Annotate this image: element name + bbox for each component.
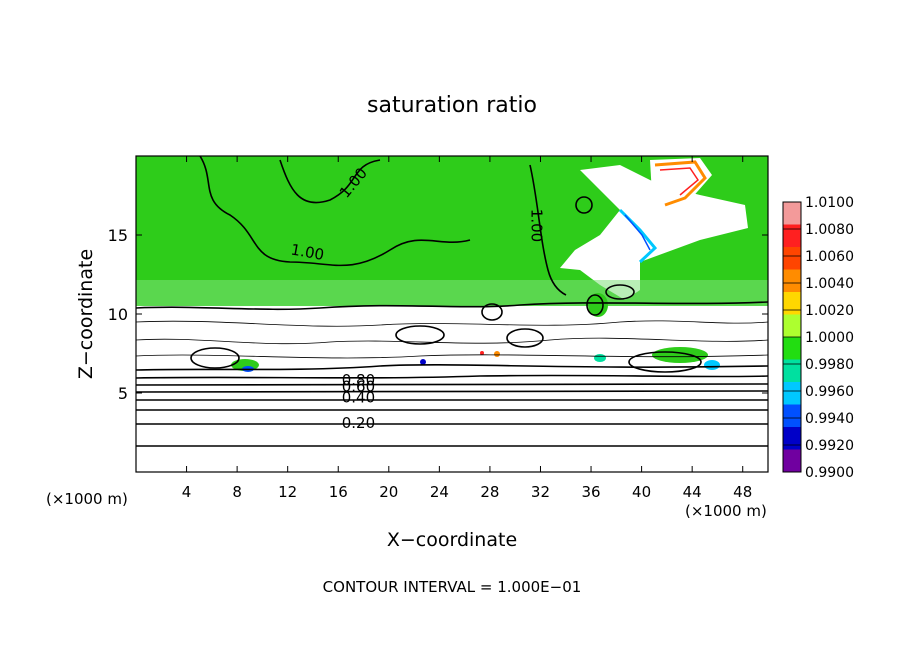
contour-label: 1.00 [289,240,325,264]
colorbar-label: 1.0080 [805,222,854,238]
colorbar-label: 0.9960 [805,384,854,400]
x-axis-ticks: 4 8 12 16 20 24 28 32 36 40 44 48 [182,156,752,501]
colorbar-label: 0.9900 [805,465,854,481]
colorbar-label: 1.0060 [805,249,854,265]
colorbar-swatch [783,292,801,315]
contour-loop [190,347,240,369]
contour-line [136,398,768,402]
colorbar-label: 1.0000 [805,330,854,346]
contour-interval-note: CONTOUR INTERVAL = 1.000E−01 [323,578,582,596]
contour-line [136,301,768,311]
x-tick-label: 24 [430,483,449,501]
contour-line [136,337,768,345]
colorbar-swatch [783,224,801,247]
contour-line [136,320,768,327]
contour-label: 0.60 [342,377,375,395]
x-tick-label: 36 [581,483,600,501]
x-tick-label: 12 [278,483,297,501]
thin-contours [136,320,768,359]
contour-line [136,364,768,371]
x-tick-label: 28 [480,483,499,501]
contour-loop [628,351,702,373]
contour-line [136,354,768,359]
contour-line [529,164,567,296]
contour-loop [481,303,503,321]
contour-lines [136,156,768,447]
colorbar-swatch [783,449,801,472]
y-axis-label: Z−coordinate [75,249,97,379]
x-tick-label: 20 [379,483,398,501]
colorbar-swatch [783,404,801,427]
dry-dot-23km [420,359,426,365]
dry-pocket-top [650,158,712,210]
moist-fringe [654,160,707,207]
moist-patch-42km [652,347,708,363]
colorbar-label: 1.0020 [805,303,854,319]
y-tick-label: 15 [108,226,128,245]
contour-line [136,383,768,386]
saturated-base-band [136,280,768,306]
contour-line [136,390,768,393]
colorbar: 1.0100 1.0080 1.0060 1.0040 1.0020 1.0000 0.99… [782,195,854,481]
contour-line [199,156,471,267]
moist-fringe-inner [659,167,699,196]
lower-subsaturated-region [136,306,768,472]
y-tick-label: 10 [108,305,128,324]
contour-loop [605,284,635,300]
contour-loop [395,325,445,345]
x-unit-right: (×1000 m) [685,502,767,520]
contour-label: 1.00 [528,209,546,242]
saturation-field: 1.001.001.000.800.600.400.20 [136,156,768,472]
colorbar-swatch [783,269,801,292]
colorbar-label: 1.0040 [805,276,854,292]
contour-line [279,159,381,204]
colorbar-swatch [783,382,801,405]
colorbar-label: 1.0100 [805,195,854,211]
contour-label: 0.40 [342,388,375,406]
contour-label: 0.20 [342,414,375,432]
contour-loop [575,196,593,214]
x-tick-label: 8 [232,483,242,501]
x-tick-label: 32 [531,483,550,501]
x-unit-left: (×1000 m) [46,490,128,508]
x-tick-label: 16 [329,483,348,501]
moist-patch-36km [588,293,608,317]
x-tick-label: 48 [733,483,752,501]
colorbar-swatch [783,359,801,382]
dry-fringe-inner [624,214,651,251]
moist-dot-28km [494,351,500,357]
dry-pocket-upper-right [560,165,748,300]
colorbar-label: 0.9940 [805,411,854,427]
colorbar-swatch [783,202,801,225]
moist-dot-27km [480,351,484,355]
dry-patch-45km [704,360,720,370]
contour-line [136,374,768,379]
contour-labels: 1.001.001.000.800.600.400.20 [289,164,545,432]
colorbar-label: 0.9920 [805,438,854,454]
y-tick-label: 5 [118,384,128,403]
colorbar-swatch [783,427,801,450]
colorbar-label: 0.9980 [805,357,854,373]
moist-patch-37km [594,354,606,362]
x-tick-label: 40 [632,483,651,501]
contour-loop [586,294,604,316]
x-tick-label: 4 [182,483,192,501]
contour-loop [506,328,544,348]
colorbar-swatch [783,314,801,337]
colorbar-swatch [783,337,801,360]
chart-title: saturation ratio [367,93,537,118]
x-axis-label: X−coordinate [387,529,517,551]
contour-label: 0.80 [342,371,375,389]
y-axis-ticks: 5 10 15 [108,226,768,403]
colorbar-swatch [783,247,801,270]
x-tick-label: 44 [683,483,702,501]
